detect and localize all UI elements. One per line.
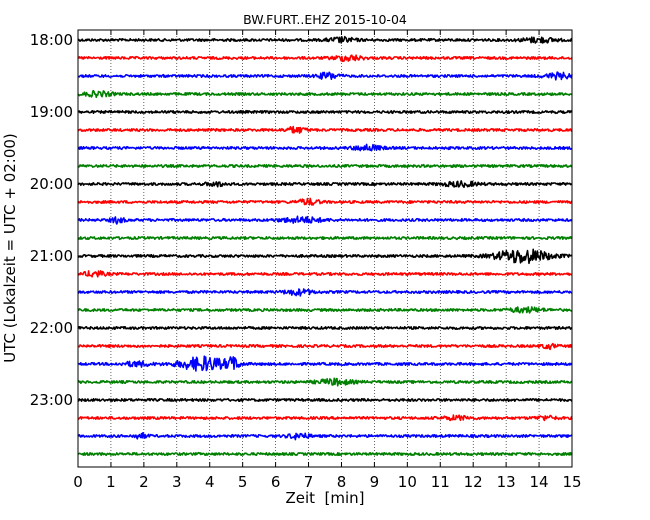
trace-line [77,54,573,63]
x-tick-label: 11 [431,473,450,491]
x-tick-label: 0 [73,473,83,491]
x-tick-label: 10 [398,473,417,491]
plot-frame [77,29,573,468]
y-tick-label: 18:00 [30,31,73,49]
x-tick-label: 6 [271,473,281,491]
y-tick-label: 21:00 [30,247,73,265]
trace-line [77,342,573,351]
chart-title: BW.FURT..EHZ 2015-10-04 [243,12,407,27]
trace-line [77,398,573,403]
trace-line [77,109,573,115]
x-tick-label: 1 [106,473,116,491]
trace-line [77,215,573,225]
trace-line [77,377,573,387]
trace-line [77,180,573,189]
x-tick-label: 3 [172,473,182,491]
trace-line [77,235,573,241]
y-tick-label: 20:00 [30,175,73,193]
grid-lines [110,30,540,467]
y-axis-label: UTC (Lokalzeit = UTC + 02:00) [1,133,19,363]
x-tick-label: 7 [304,473,314,491]
trace-line [77,71,573,81]
trace-line [77,248,573,265]
x-tick-label: 13 [497,473,516,491]
y-axis: 18:00 19:00 20:00 21:00 22:00 23:00 [30,31,572,409]
trace-line [77,143,573,152]
x-axis-label: Zeit [min] [285,489,364,507]
y-tick-label: 19:00 [30,103,73,121]
x-tick-label: 14 [530,473,549,491]
trace-line [77,197,573,206]
x-tick-label: 8 [337,473,347,491]
x-tick-label: 15 [562,473,581,491]
trace-line [77,325,573,331]
trace-line [77,414,573,422]
trace-line [77,355,573,372]
x-tick-label: 9 [370,473,380,491]
trace-line [77,163,573,169]
x-axis: 0 1 2 3 4 5 6 7 8 9 10 11 12 13 14 15 [73,30,582,491]
trace-line [77,288,573,297]
x-tick-label: 5 [238,473,248,491]
trace-line [77,35,573,44]
trace-line [77,270,573,278]
y-tick-label: 23:00 [30,391,73,409]
x-tick-label: 4 [205,473,215,491]
trace-line [77,306,573,314]
traces [77,35,573,456]
trace-line [77,432,573,441]
y-tick-label: 22:00 [30,319,73,337]
trace-line [77,451,573,456]
trace-line [77,89,573,99]
x-tick-label: 12 [464,473,483,491]
x-tick-label: 2 [139,473,149,491]
trace-line [77,125,573,134]
